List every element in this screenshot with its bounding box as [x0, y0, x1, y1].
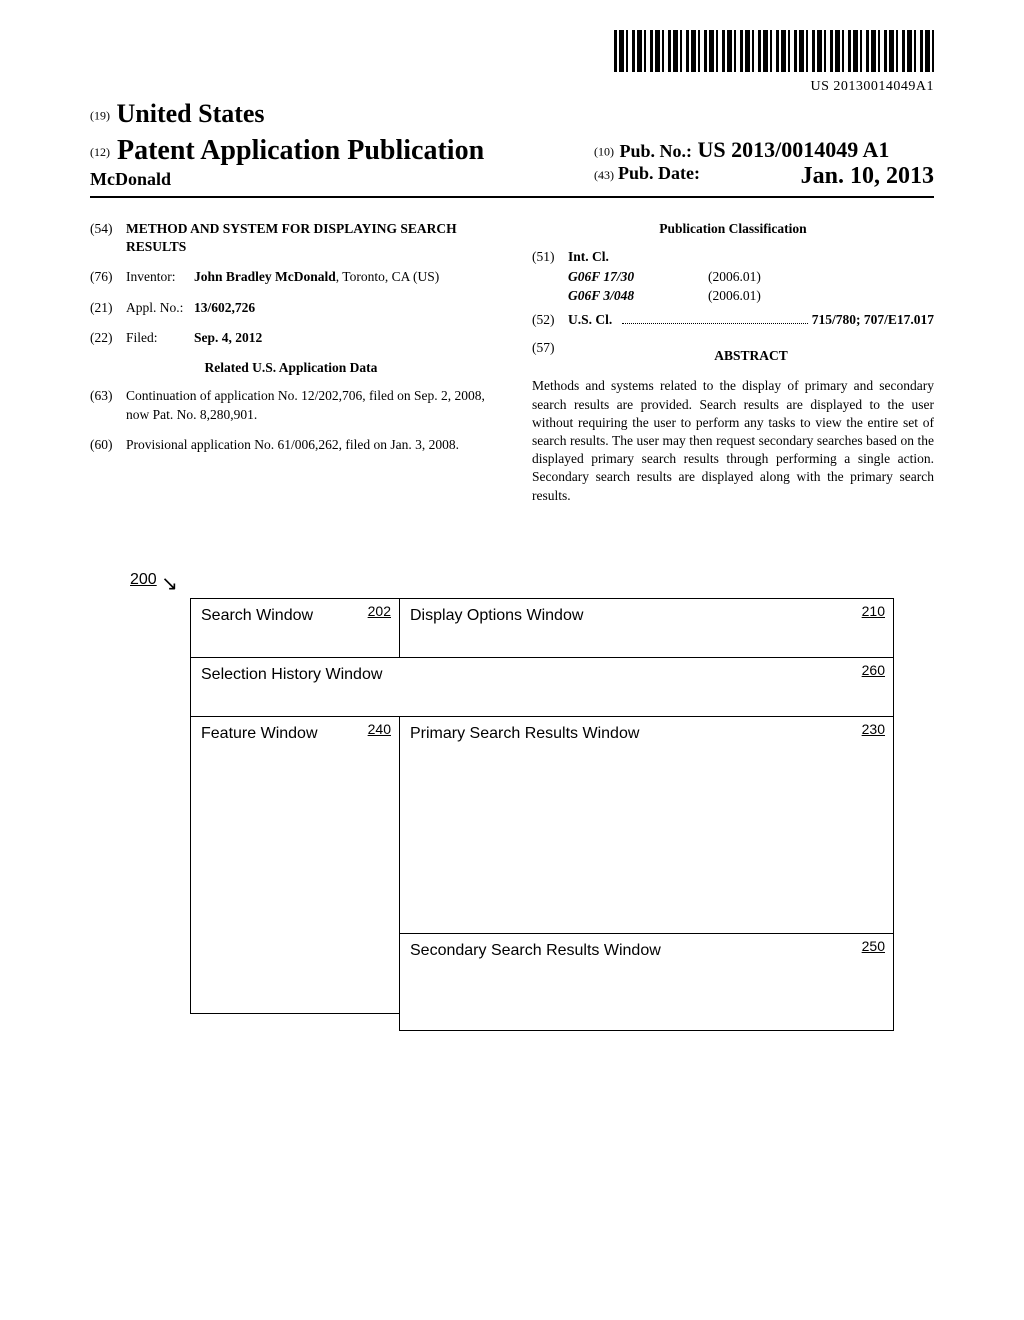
figure-container: 202 Search Window 210 Display Options Wi…: [190, 598, 894, 1031]
ref-210: 210: [862, 603, 885, 619]
barcode-graphic: [614, 30, 934, 72]
header-block: (19) United States (12) Patent Applicati…: [90, 99, 934, 198]
abstract-text: Methods and systems related to the displ…: [532, 377, 934, 505]
intcl-code-1: G06F 3/048: [568, 287, 708, 305]
country-line: (19) United States: [90, 99, 934, 129]
intcl-row-0: G06F 17/30 (2006.01): [532, 268, 934, 286]
intcl-year-0: (2006.01): [708, 268, 761, 286]
fig-search-window-box: 202 Search Window: [190, 598, 400, 658]
figure: 200 ↘ 202 Search Window 210 Display Opti…: [90, 565, 934, 1031]
ref-260: 260: [862, 662, 885, 678]
fig-secondary-results-box: 250 Secondary Search Results Window: [399, 933, 894, 1031]
classification-title: Publication Classification: [532, 220, 934, 238]
fig-secondary-label: Secondary Search Results Window: [410, 942, 661, 959]
num-57: (57): [532, 339, 568, 365]
pub-no-value: US 2013/0014049 A1: [698, 137, 890, 162]
figure-main-ref: 200 ↘: [130, 565, 894, 590]
country: United States: [117, 99, 265, 128]
ref-230: 230: [862, 721, 885, 737]
intcl-label: Int. Cl.: [568, 248, 934, 266]
pub-date-value: Jan. 10, 2013: [801, 163, 934, 190]
invention-title: METHOD AND SYSTEM FOR DISPLAYING SEARCH …: [126, 220, 492, 256]
fig-primary-label: Primary Search Results Window: [410, 725, 639, 742]
num-60: (60): [90, 436, 126, 454]
left-column: (54) METHOD AND SYSTEM FOR DISPLAYING SE…: [90, 220, 492, 505]
prefix-19: (19): [90, 109, 110, 123]
num-22: (22): [90, 329, 126, 347]
pub-no-label: Pub. No.:: [620, 141, 693, 161]
uscl-value: 715/780; 707/E17.017: [812, 311, 934, 329]
appl-no: 13/602,726: [194, 299, 492, 317]
provisional-text: Provisional application No. 61/006,262, …: [126, 436, 492, 454]
related-title: Related U.S. Application Data: [90, 359, 492, 377]
uscl-label: U.S. Cl.: [568, 311, 612, 329]
appl-label: Appl. No.:: [126, 299, 194, 317]
num-63: (63): [90, 387, 126, 423]
figure-ref-number: 200: [130, 571, 157, 588]
fig-selection-history-box: 260 Selection History Window: [190, 657, 894, 717]
pub-type-line: (12) Patent Application Publication: [90, 135, 594, 167]
fig-feature-label: Feature Window: [201, 725, 318, 742]
num-21: (21): [90, 299, 126, 317]
inventor-value: John Bradley McDonald, Toronto, CA (US): [194, 268, 492, 286]
fig-display-label: Display Options Window: [410, 607, 583, 624]
fig-primary-results-box: 230 Primary Search Results Window: [399, 716, 894, 934]
prefix-10: (10): [594, 144, 614, 158]
pub-no-line: (10) Pub. No.: US 2013/0014049 A1: [594, 137, 934, 163]
intcl-year-1: (2006.01): [708, 287, 761, 305]
header-author: McDonald: [90, 169, 594, 190]
continuation-text: Continuation of application No. 12/202,7…: [126, 387, 492, 423]
filed-date: Sep. 4, 2012: [194, 329, 492, 347]
num-52: (52): [532, 311, 568, 329]
filed-label: Filed:: [126, 329, 194, 347]
fig-selhist-label: Selection History Window: [201, 666, 382, 683]
intcl-code-0: G06F 17/30: [568, 268, 708, 286]
fig-feature-window-box: 240 Feature Window: [190, 716, 400, 1014]
num-54: (54): [90, 220, 126, 256]
barcode-region: US 20130014049A1: [90, 30, 934, 95]
inventor-label: Inventor:: [126, 268, 194, 286]
intcl-row-1: G06F 3/048 (2006.01): [532, 287, 934, 305]
right-column: Publication Classification (51) Int. Cl.…: [532, 220, 934, 505]
inventor-loc: , Toronto, CA (US): [336, 269, 439, 284]
fig-search-label: Search Window: [201, 607, 313, 624]
dotted-leader: [622, 323, 807, 324]
abstract-label: ABSTRACT: [568, 347, 934, 365]
fig-right-stack: 230 Primary Search Results Window 250 Se…: [399, 716, 894, 1031]
biblio-columns: (54) METHOD AND SYSTEM FOR DISPLAYING SE…: [90, 220, 934, 505]
arrow-icon: ↘: [161, 571, 178, 596]
num-51: (51): [532, 248, 568, 266]
barcode-number: US 20130014049A1: [90, 79, 934, 95]
ref-202: 202: [368, 603, 391, 619]
fig-display-options-box: 210 Display Options Window: [399, 598, 894, 658]
pub-type: Patent Application Publication: [117, 135, 484, 166]
prefix-12: (12): [90, 145, 110, 159]
inventor-name: John Bradley McDonald: [194, 269, 336, 284]
ref-240: 240: [368, 721, 391, 737]
patent-page: US 20130014049A1 (19) United States (12)…: [0, 0, 1024, 1061]
pub-date-label: Pub. Date:: [618, 163, 700, 183]
num-76: (76): [90, 268, 126, 286]
prefix-43: (43): [594, 168, 614, 182]
ref-250: 250: [862, 938, 885, 954]
